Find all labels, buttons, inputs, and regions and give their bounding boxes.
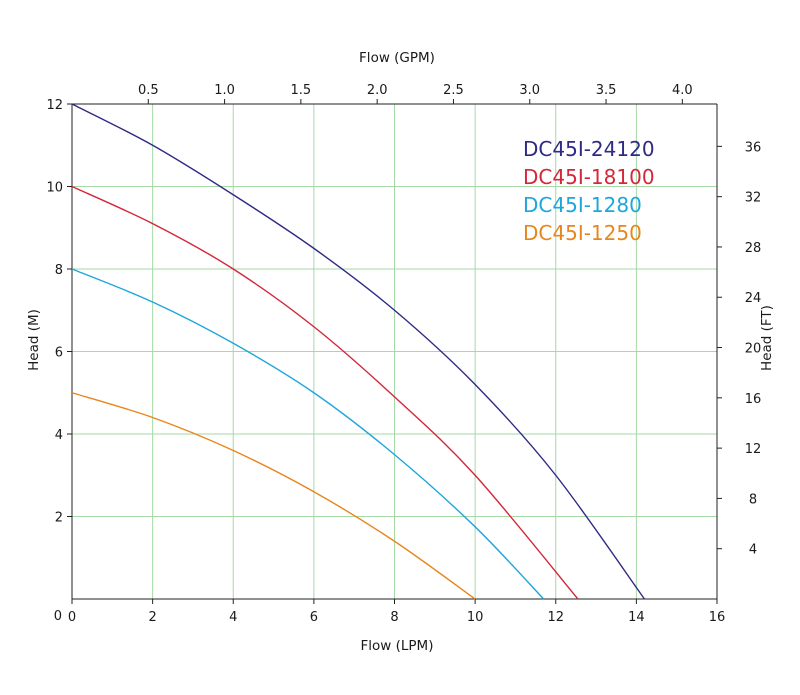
y2-tick-label: 4 <box>749 543 757 558</box>
x-axis-title: Flow (LPM) <box>361 638 434 654</box>
legend: DC45I-24120 DC45I-18100 DC45I-1280 DC45I-12… <box>523 137 655 245</box>
y-tick-label: 2 <box>55 511 63 526</box>
y2-tick-label: 20 <box>745 342 762 357</box>
x2-tick-label: 3.0 <box>519 83 540 98</box>
legend-entry-1: DC45I-24120 <box>523 137 655 161</box>
legend-entry-2: DC45I-18100 <box>523 165 655 189</box>
series-lines <box>71 103 646 600</box>
x-tick-label: 14 <box>628 610 645 625</box>
x2-tick-label: 3.5 <box>596 83 617 98</box>
y2-tick-label: 36 <box>745 140 762 155</box>
series-line-1 <box>71 103 646 600</box>
y2-tick-label: 8 <box>749 492 757 507</box>
grid-lines <box>72 104 717 599</box>
y2-tick-label: 16 <box>745 392 762 407</box>
x2-tick-label: 2.5 <box>443 83 464 98</box>
x-tick-label: 8 <box>390 610 398 625</box>
y-tick-label: 12 <box>46 98 63 113</box>
x-tick-label: 0 <box>68 610 76 625</box>
legend-entry-4: DC45I-1250 <box>523 221 642 245</box>
y-tick-label: 4 <box>55 428 63 443</box>
y-axis-zero-label: 0 <box>54 609 62 624</box>
legend-entry-3: DC45I-1280 <box>523 193 642 217</box>
x2-tick-label: 1.0 <box>214 83 235 98</box>
y-tick-label: 6 <box>55 346 63 361</box>
y2-axis-ticks: 4 8 12 16 20 24 28 32 36 <box>717 140 762 558</box>
x2-axis-ticks: 0.5 1.0 1.5 2.0 2.5 3.0 3.5 4.0 <box>138 83 693 104</box>
series-line-3 <box>71 268 545 600</box>
x2-tick-label: 1.5 <box>291 83 312 98</box>
y2-axis-title: Head (FT) <box>759 305 775 371</box>
y-tick-label: 8 <box>55 263 63 278</box>
series-line-4 <box>71 392 476 600</box>
x-tick-label: 12 <box>547 610 564 625</box>
x2-tick-label: 4.0 <box>672 83 693 98</box>
x2-tick-label: 2.0 <box>367 83 388 98</box>
y2-tick-label: 24 <box>745 291 762 306</box>
series-line-2 <box>71 185 579 600</box>
x2-tick-label: 0.5 <box>138 83 159 98</box>
x-tick-label: 10 <box>467 610 484 625</box>
x-tick-label: 6 <box>310 610 318 625</box>
y2-tick-label: 32 <box>745 191 762 206</box>
y2-tick-label: 28 <box>745 241 762 256</box>
x-tick-label: 2 <box>148 610 156 625</box>
x-tick-label: 16 <box>709 610 726 625</box>
x-axis-ticks: 0 2 4 6 8 10 12 14 16 <box>68 599 725 625</box>
y-axis-title: Head (M) <box>26 309 42 371</box>
x-tick-label: 4 <box>229 610 237 625</box>
x2-axis-title: Flow (GPM) <box>359 50 435 66</box>
y-axis-ticks: 2 4 6 8 10 12 <box>46 98 72 526</box>
y2-tick-label: 12 <box>745 442 762 457</box>
y-tick-label: 10 <box>46 181 63 196</box>
